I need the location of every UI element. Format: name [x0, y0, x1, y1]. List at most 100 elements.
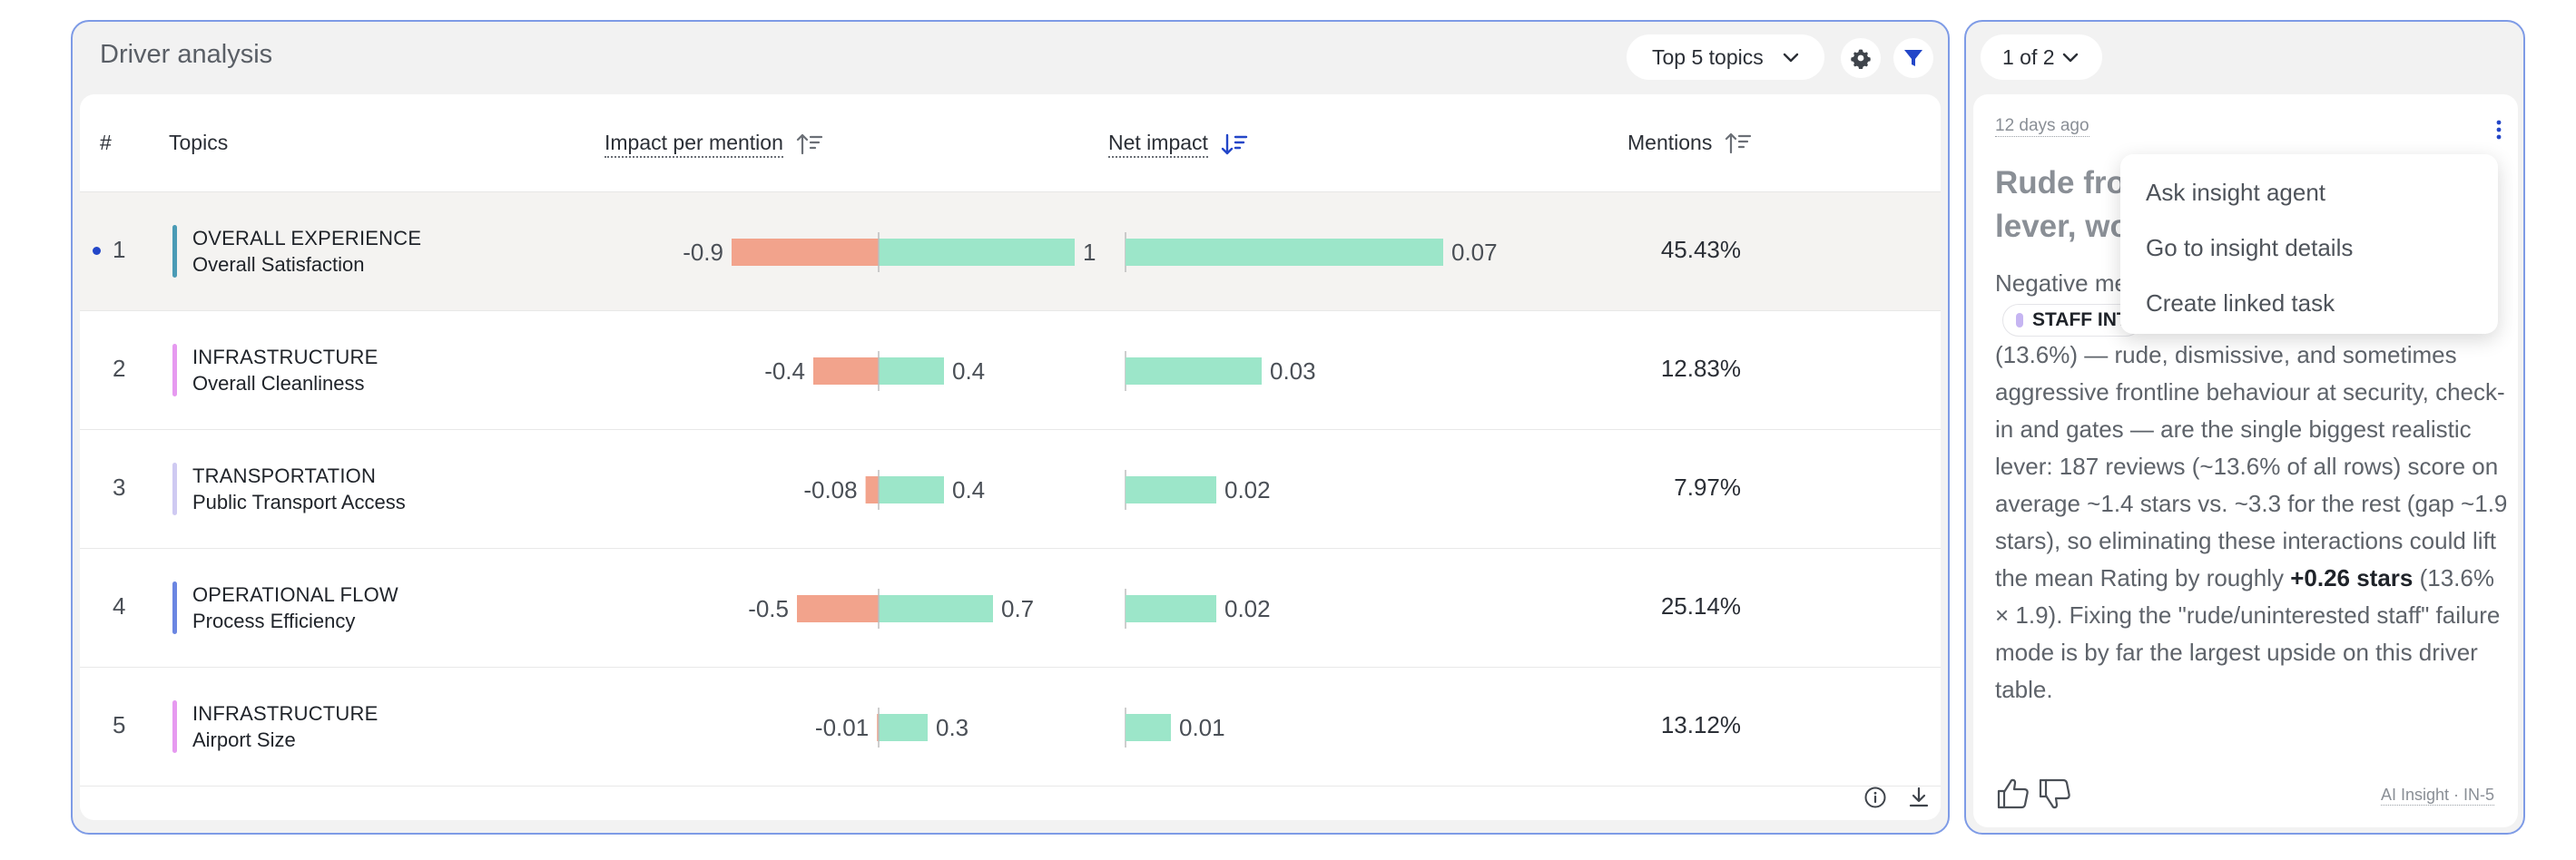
thumbs-down-icon[interactable]	[2037, 777, 2073, 811]
impact-per-mention-bar: -0.9 1.2	[683, 232, 1096, 272]
info-icon[interactable]	[1863, 786, 1887, 809]
column-net-impact[interactable]: Net impact	[1108, 131, 1248, 158]
net-impact-bar: 0.02	[1125, 470, 1271, 510]
table-row[interactable]: 1 OVERALL EXPERIENCE Overall Satisfaction -…	[80, 192, 1941, 311]
category-color-bar	[172, 344, 177, 396]
ai-insight-label[interactable]: AI Insight · IN-5	[2380, 786, 2494, 806]
row-rank: 1	[113, 236, 126, 263]
topic-name: Process Efficiency	[192, 610, 356, 632]
gear-icon	[1851, 49, 1871, 69]
topic-name: Overall Satisfaction	[192, 253, 365, 276]
table-row[interactable]: 4 OPERATIONAL FLOW Process Efficiency -0.5 0…	[80, 549, 1941, 668]
category-color-bar	[172, 581, 177, 634]
negative-impact-bar	[732, 239, 879, 266]
table-row[interactable]: 2 INFRASTRUCTURE Overall Cleanliness -0.4 0.…	[80, 311, 1941, 430]
topic-category: TRANSPORTATION	[192, 464, 377, 487]
negative-value-label: -0.08	[803, 476, 857, 503]
settings-button[interactable]	[1841, 38, 1881, 78]
insight-body: Negative me STAFF INT (13.6%) — rude, di…	[1995, 265, 2511, 709]
insight-body-highlight: +0.26 stars	[2290, 564, 2414, 591]
column-mentions[interactable]: Mentions	[1627, 131, 1752, 155]
positive-value-label: 0.7	[1001, 595, 1034, 622]
row-rank: 2	[113, 355, 126, 382]
pager-label: 1 of 2	[2002, 44, 2055, 69]
table-row[interactable]: 5 INFRASTRUCTURE Airport Size -0.01 0.3 0.01 1…	[80, 668, 1941, 787]
net-impact-label: 0.01	[1179, 714, 1225, 741]
negative-value-label: -0.01	[815, 714, 869, 741]
positive-value-label: 0.3	[936, 714, 968, 741]
menu-item-ask-agent[interactable]: Ask insight agent	[2146, 179, 2326, 206]
table-row[interactable]: 3 TRANSPORTATION Public Transport Access -0…	[80, 430, 1941, 549]
positive-impact-bar	[879, 357, 944, 385]
impact-per-mention-bar: -0.5 0.7	[748, 589, 1034, 629]
negative-value-label: -0.5	[748, 595, 789, 622]
insight-context-menu: Ask insight agent Go to insight details …	[2120, 154, 2498, 334]
negative-value-label: -0.4	[764, 357, 805, 385]
net-impact-fill	[1126, 476, 1216, 503]
row-rank: 4	[113, 592, 126, 620]
net-impact-bar: 0.02	[1125, 589, 1271, 629]
topic-tag-label: STAFF INT	[2032, 309, 2129, 331]
chevron-down-icon	[2062, 53, 2079, 63]
topics-select-label: Top 5 topics	[1652, 44, 1764, 69]
topic-category: OPERATIONAL FLOW	[192, 583, 398, 606]
topics-select[interactable]: Top 5 topics	[1627, 34, 1824, 80]
positive-impact-bar	[879, 476, 944, 503]
column-rank: #	[100, 131, 112, 155]
feedback-buttons	[1995, 777, 2073, 811]
negative-impact-bar	[797, 595, 879, 622]
net-impact-bar: 0.03	[1125, 351, 1316, 391]
positive-value-label: 0.4	[952, 357, 985, 385]
net-impact-label: 0.03	[1270, 357, 1316, 385]
impact-per-mention-bar: -0.08 0.4	[803, 470, 985, 510]
menu-item-insight-details[interactable]: Go to insight details	[2146, 234, 2354, 261]
download-icon[interactable]	[1907, 786, 1931, 809]
thumbs-up-icon[interactable]	[1995, 777, 2031, 811]
negative-impact-bar	[813, 357, 879, 385]
sort-ascending-icon	[796, 133, 822, 155]
net-impact-label: 0.07	[1451, 239, 1498, 266]
row-rank: 5	[113, 711, 126, 738]
tag-color-dot	[2016, 313, 2023, 328]
insight-body-intro: Negative me	[1995, 269, 2128, 297]
category-color-bar	[172, 700, 177, 753]
negative-value-label: -0.9	[683, 239, 723, 266]
insight-title: Rude fron lever, wo	[1995, 161, 2503, 249]
menu-item-create-task[interactable]: Create linked task	[2146, 289, 2335, 317]
column-impact-label: Impact per mention	[605, 131, 783, 158]
column-impact-per-mention[interactable]: Impact per mention	[605, 131, 823, 158]
driver-analysis-panel: Driver analysis Top 5 topics # Topics Im…	[71, 20, 1950, 835]
positive-impact-bar	[879, 714, 928, 741]
impact-per-mention-bar: -0.01 0.3	[815, 708, 968, 748]
mentions-value: 25.14%	[1660, 592, 1741, 620]
panel-title: Driver analysis	[100, 40, 273, 69]
topic-name: Public Transport Access	[192, 491, 406, 513]
table-footer	[80, 775, 1941, 820]
net-impact-fill	[1126, 239, 1443, 266]
positive-impact-bar	[879, 595, 993, 622]
filter-button[interactable]	[1893, 38, 1933, 78]
driver-table: # Topics Impact per mention Net impact	[80, 94, 1941, 820]
mentions-value: 7.97%	[1674, 474, 1741, 501]
net-impact-bar: 0.01	[1125, 708, 1225, 748]
insight-panel: 1 of 2 12 days ago Rude fron lever, wo N…	[1964, 20, 2525, 835]
insight-age: 12 days ago	[1995, 116, 2089, 137]
table-header: # Topics Impact per mention Net impact	[80, 94, 1941, 192]
more-options-icon[interactable]	[2494, 118, 2503, 142]
row-rank: 3	[113, 474, 126, 501]
topic-category: OVERALL EXPERIENCE	[192, 227, 422, 249]
insight-body-main: (13.6%) — rude, dismissive, and sometime…	[1995, 341, 2508, 591]
mentions-value: 13.12%	[1660, 711, 1741, 738]
negative-impact-bar	[865, 476, 879, 503]
column-mentions-label: Mentions	[1627, 131, 1713, 154]
positive-impact-bar	[879, 239, 1075, 266]
insight-pager[interactable]: 1 of 2	[1981, 34, 2102, 80]
insight-title-line-1: Rude fron	[1995, 165, 2146, 200]
category-color-bar	[172, 463, 177, 515]
sort-ascending-icon	[1726, 132, 1752, 153]
insight-body-text: (13.6%) — rude, dismissive, and sometime…	[1995, 337, 2511, 709]
net-impact-fill	[1126, 357, 1262, 385]
positive-value-label: 0.4	[952, 476, 985, 503]
category-color-bar	[172, 225, 177, 278]
chevron-down-icon	[1783, 53, 1799, 63]
